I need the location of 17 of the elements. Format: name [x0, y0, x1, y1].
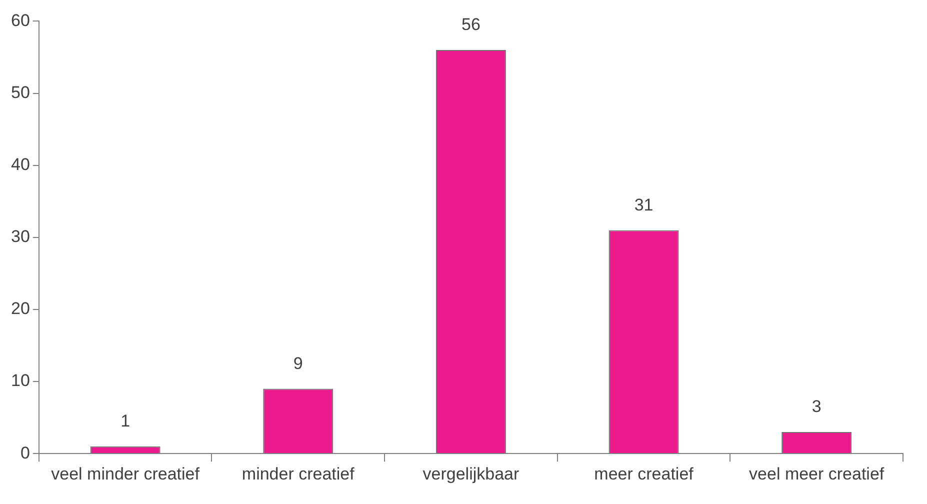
- x-tick-label: meer creatief: [594, 464, 694, 484]
- data-label: 56: [461, 15, 480, 34]
- y-tick-label: 20: [10, 299, 30, 318]
- y-tick-label: 0: [20, 443, 30, 462]
- data-label: 31: [634, 195, 654, 214]
- data-label: 3: [812, 397, 822, 416]
- x-tick-label: veel minder creatief: [51, 464, 200, 484]
- data-label: 1: [120, 412, 130, 431]
- y-tick-label: 50: [10, 82, 30, 102]
- y-tick-label: 30: [10, 227, 30, 246]
- y-tick-label: 10: [10, 371, 30, 390]
- y-tick-label: 40: [10, 155, 30, 174]
- data-label: 9: [293, 354, 303, 373]
- x-tick-label: minder creatief: [242, 464, 355, 484]
- x-tick-label: vergelijkbaar: [422, 464, 520, 484]
- y-tick-label: 60: [10, 10, 30, 30]
- x-tick-label: veel meer creatief: [749, 464, 884, 484]
